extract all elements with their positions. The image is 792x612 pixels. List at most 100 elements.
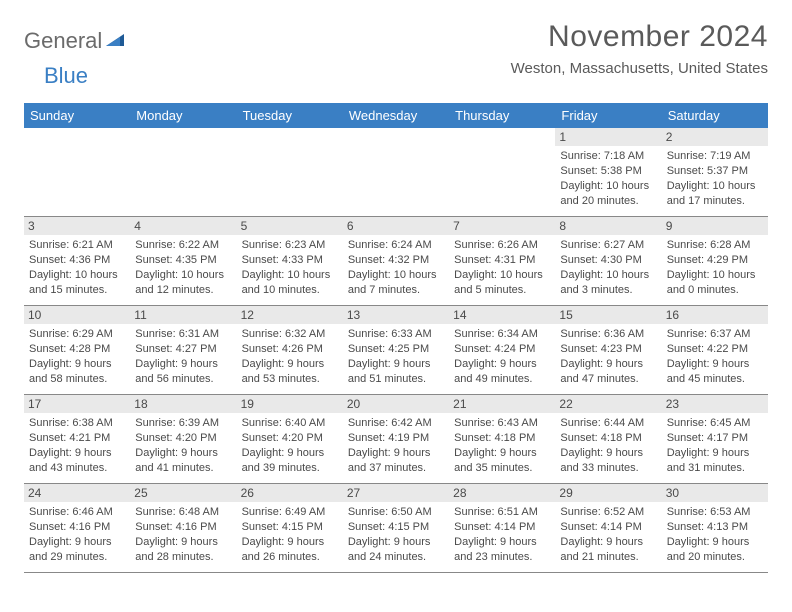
- day-number: 10: [24, 306, 130, 324]
- daylight2-text: and 5 minutes.: [454, 283, 550, 298]
- daylight2-text: and 21 minutes.: [560, 550, 656, 565]
- daylight1-text: Daylight: 10 hours: [348, 268, 444, 283]
- week-row: 3Sunrise: 6:21 AMSunset: 4:36 PMDaylight…: [24, 217, 768, 306]
- daylight1-text: Daylight: 9 hours: [348, 446, 444, 461]
- day-number: 23: [662, 395, 768, 413]
- daylight1-text: Daylight: 10 hours: [454, 268, 550, 283]
- day-number: 8: [555, 217, 661, 235]
- daylight2-text: and 17 minutes.: [667, 194, 763, 209]
- sunset-text: Sunset: 5:37 PM: [667, 164, 763, 179]
- daylight1-text: Daylight: 10 hours: [560, 268, 656, 283]
- daylight2-text: and 49 minutes.: [454, 372, 550, 387]
- daylight1-text: Daylight: 10 hours: [667, 179, 763, 194]
- day-number: 15: [555, 306, 661, 324]
- empty-cell: [24, 128, 130, 216]
- day-cell: 2Sunrise: 7:19 AMSunset: 5:37 PMDaylight…: [662, 128, 768, 216]
- sunrise-text: Sunrise: 6:26 AM: [454, 238, 550, 253]
- day-header-wed: Wednesday: [343, 103, 449, 128]
- daylight2-text: and 7 minutes.: [348, 283, 444, 298]
- sunset-text: Sunset: 4:26 PM: [242, 342, 338, 357]
- day-cell: 5Sunrise: 6:23 AMSunset: 4:33 PMDaylight…: [237, 217, 343, 305]
- day-header-fri: Friday: [555, 103, 661, 128]
- day-cell: 13Sunrise: 6:33 AMSunset: 4:25 PMDayligh…: [343, 306, 449, 394]
- empty-cell: [130, 128, 236, 216]
- daylight1-text: Daylight: 9 hours: [454, 357, 550, 372]
- day-number: 12: [237, 306, 343, 324]
- sunrise-text: Sunrise: 6:29 AM: [29, 327, 125, 342]
- daylight2-text: and 23 minutes.: [454, 550, 550, 565]
- day-cell: 6Sunrise: 6:24 AMSunset: 4:32 PMDaylight…: [343, 217, 449, 305]
- daylight1-text: Daylight: 9 hours: [454, 446, 550, 461]
- daylight2-text: and 37 minutes.: [348, 461, 444, 476]
- sunrise-text: Sunrise: 6:39 AM: [135, 416, 231, 431]
- daylight2-text: and 20 minutes.: [667, 550, 763, 565]
- day-cell: 4Sunrise: 6:22 AMSunset: 4:35 PMDaylight…: [130, 217, 236, 305]
- sunrise-text: Sunrise: 6:48 AM: [135, 505, 231, 520]
- day-number: 9: [662, 217, 768, 235]
- daylight2-text: and 43 minutes.: [29, 461, 125, 476]
- day-number: 22: [555, 395, 661, 413]
- daylight2-text: and 56 minutes.: [135, 372, 231, 387]
- daylight1-text: Daylight: 9 hours: [560, 535, 656, 550]
- logo: General: [24, 28, 126, 54]
- day-cell: 23Sunrise: 6:45 AMSunset: 4:17 PMDayligh…: [662, 395, 768, 483]
- day-cell: 15Sunrise: 6:36 AMSunset: 4:23 PMDayligh…: [555, 306, 661, 394]
- day-number: 21: [449, 395, 555, 413]
- sunrise-text: Sunrise: 6:42 AM: [348, 416, 444, 431]
- day-cell: 24Sunrise: 6:46 AMSunset: 4:16 PMDayligh…: [24, 484, 130, 572]
- sunset-text: Sunset: 4:25 PM: [348, 342, 444, 357]
- daylight1-text: Daylight: 10 hours: [667, 268, 763, 283]
- sunrise-text: Sunrise: 6:44 AM: [560, 416, 656, 431]
- daylight2-text: and 51 minutes.: [348, 372, 444, 387]
- sunset-text: Sunset: 4:22 PM: [667, 342, 763, 357]
- day-cell: 28Sunrise: 6:51 AMSunset: 4:14 PMDayligh…: [449, 484, 555, 572]
- sunrise-text: Sunrise: 6:38 AM: [29, 416, 125, 431]
- daylight2-text: and 28 minutes.: [135, 550, 231, 565]
- day-number: 24: [24, 484, 130, 502]
- daylight2-text: and 0 minutes.: [667, 283, 763, 298]
- day-cell: 26Sunrise: 6:49 AMSunset: 4:15 PMDayligh…: [237, 484, 343, 572]
- logo-text-blue: Blue: [44, 63, 88, 88]
- sunrise-text: Sunrise: 6:51 AM: [454, 505, 550, 520]
- sunset-text: Sunset: 4:18 PM: [560, 431, 656, 446]
- daylight2-text: and 10 minutes.: [242, 283, 338, 298]
- sunrise-text: Sunrise: 6:37 AM: [667, 327, 763, 342]
- daylight1-text: Daylight: 9 hours: [29, 357, 125, 372]
- daylight1-text: Daylight: 9 hours: [454, 535, 550, 550]
- sunset-text: Sunset: 4:21 PM: [29, 431, 125, 446]
- daylight1-text: Daylight: 10 hours: [560, 179, 656, 194]
- day-cell: 16Sunrise: 6:37 AMSunset: 4:22 PMDayligh…: [662, 306, 768, 394]
- sunset-text: Sunset: 4:18 PM: [454, 431, 550, 446]
- day-cell: 22 Sunrise: 6:44 AMSunset: 4:18 PMDayligh…: [555, 395, 661, 483]
- month-title: November 2024: [511, 20, 768, 54]
- day-cell: 11Sunrise: 6:31 AMSunset: 4:27 PMDayligh…: [130, 306, 236, 394]
- logo-text-general: General: [24, 28, 102, 54]
- day-number: 11: [130, 306, 236, 324]
- daylight2-text: and 20 minutes.: [560, 194, 656, 209]
- daylight1-text: Daylight: 9 hours: [560, 446, 656, 461]
- sunrise-text: Sunrise: 7:18 AM: [560, 149, 656, 164]
- day-number: 29: [555, 484, 661, 502]
- sunset-text: Sunset: 4:19 PM: [348, 431, 444, 446]
- sunrise-text: Sunrise: 6:31 AM: [135, 327, 231, 342]
- day-number: 14: [449, 306, 555, 324]
- sunset-text: Sunset: 4:14 PM: [454, 520, 550, 535]
- sunrise-text: Sunrise: 6:33 AM: [348, 327, 444, 342]
- logo-triangle-icon: [106, 32, 124, 51]
- sunset-text: Sunset: 4:15 PM: [242, 520, 338, 535]
- sunset-text: Sunset: 4:17 PM: [667, 431, 763, 446]
- daylight1-text: Daylight: 9 hours: [348, 357, 444, 372]
- day-cell: 10Sunrise: 6:29 AMSunset: 4:28 PMDayligh…: [24, 306, 130, 394]
- day-number: 18: [130, 395, 236, 413]
- sunset-text: Sunset: 4:35 PM: [135, 253, 231, 268]
- day-number: 27: [343, 484, 449, 502]
- day-number: 16: [662, 306, 768, 324]
- daylight1-text: Daylight: 9 hours: [348, 535, 444, 550]
- sunset-text: Sunset: 4:13 PM: [667, 520, 763, 535]
- sunset-text: Sunset: 4:16 PM: [135, 520, 231, 535]
- sunset-text: Sunset: 4:36 PM: [29, 253, 125, 268]
- sunrise-text: Sunrise: 6:50 AM: [348, 505, 444, 520]
- day-cell: 29Sunrise: 6:52 AMSunset: 4:14 PMDayligh…: [555, 484, 661, 572]
- week-row: 10Sunrise: 6:29 AMSunset: 4:28 PMDayligh…: [24, 306, 768, 395]
- title-block: November 2024 Weston, Massachusetts, Uni…: [511, 20, 768, 77]
